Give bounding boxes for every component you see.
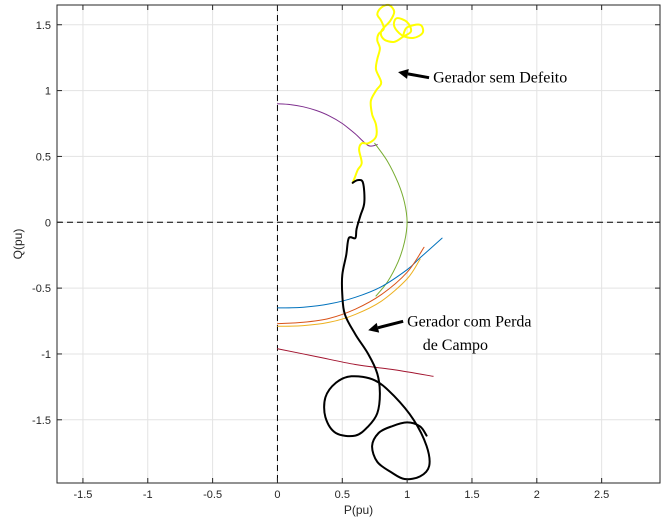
x-axis-label: P(pu) bbox=[344, 503, 373, 517]
series-line-2 bbox=[374, 142, 408, 297]
x-tick-label: -1.5 bbox=[73, 489, 92, 501]
series-line-4 bbox=[277, 246, 425, 325]
series-line-8 bbox=[323, 178, 431, 481]
annotation-gerador-sem-defeito: Gerador sem Defeito bbox=[433, 70, 567, 87]
annotation-arrowhead-sem-defeito bbox=[398, 68, 409, 79]
x-tick-label: 1 bbox=[404, 489, 410, 501]
y-tick-label: 1.5 bbox=[36, 20, 51, 32]
y-tick-label: -1.5 bbox=[32, 415, 51, 427]
series-line-6 bbox=[277, 348, 434, 377]
series-line-3 bbox=[277, 237, 443, 309]
series-group bbox=[277, 3, 443, 481]
y-axis-label: Q(pu) bbox=[11, 229, 25, 260]
annotation-gerador-com-perda: Gerador com Perda bbox=[407, 313, 531, 330]
y-tick-label: -0.5 bbox=[32, 283, 51, 295]
x-tick-label: 1.5 bbox=[464, 489, 479, 501]
annotation-arrow-perda-campo bbox=[377, 319, 404, 330]
x-tick-label: -1 bbox=[143, 489, 153, 501]
series-line-5 bbox=[277, 258, 421, 327]
grid bbox=[57, 5, 660, 483]
annotations: Gerador sem Defeito Gerador com Perda de… bbox=[368, 68, 567, 354]
y-tick-label: 0 bbox=[45, 217, 51, 229]
x-tick-label: 0 bbox=[274, 489, 280, 501]
annotation-arrowhead-perda-campo bbox=[368, 322, 380, 333]
y-tick-label: 0.5 bbox=[36, 151, 51, 163]
y-tick-label: 1 bbox=[45, 86, 51, 98]
y-axis-ticks: -1.5 -1 -0.5 0 0.5 1 1.5 bbox=[32, 20, 660, 427]
x-tick-label: -0.5 bbox=[203, 489, 222, 501]
x-axis-ticks: -1.5 -1 -0.5 0 0.5 1 1.5 2 2.5 bbox=[73, 5, 609, 501]
series-line-7 bbox=[351, 3, 425, 184]
plot-background bbox=[57, 5, 660, 483]
x-tick-label: 0.5 bbox=[335, 489, 350, 501]
y-tick-label: -1 bbox=[41, 349, 51, 361]
annotation-arrow-sem-defeito bbox=[407, 72, 430, 80]
plot-frame bbox=[56, 4, 661, 484]
x-tick-label: 2 bbox=[534, 489, 540, 501]
x-tick-label: 2.5 bbox=[594, 489, 609, 501]
annotation-de-campo: de Campo bbox=[423, 337, 488, 354]
